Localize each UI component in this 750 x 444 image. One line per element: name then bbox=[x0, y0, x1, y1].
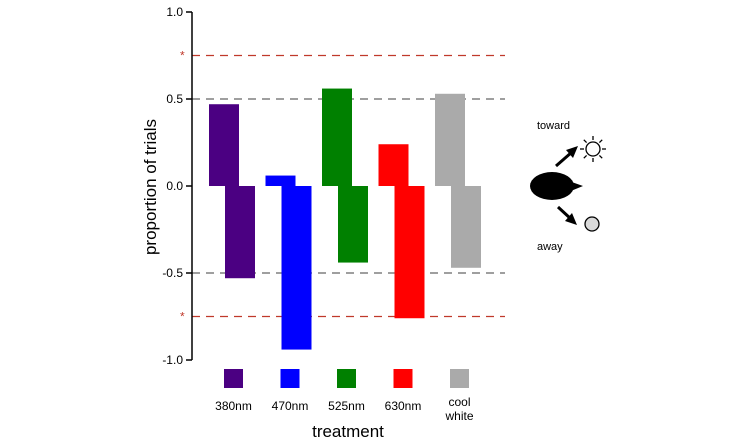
sun-icon bbox=[580, 136, 606, 162]
legend-swatch bbox=[393, 369, 413, 388]
bar-toward bbox=[435, 93, 465, 186]
y-tick-label: -0.5 bbox=[162, 266, 183, 280]
bars bbox=[209, 88, 481, 350]
direction-inset: toward away bbox=[530, 120, 606, 253]
legend-label: cool white bbox=[444, 395, 473, 423]
x-axis-title: treatment bbox=[312, 422, 384, 441]
significance-marker: * bbox=[180, 310, 185, 324]
bar-toward bbox=[322, 88, 352, 186]
away-arrow-icon bbox=[556, 205, 577, 225]
bar-away bbox=[225, 186, 255, 279]
legend-swatch bbox=[450, 369, 469, 388]
y-tick-label: -1.0 bbox=[162, 353, 183, 367]
dim-light-icon bbox=[584, 216, 600, 232]
legend-swatch bbox=[337, 369, 356, 388]
significance-marker: * bbox=[180, 49, 185, 63]
y-axis: 1.0 0.5 0.0 -0.5 -1.0 bbox=[162, 5, 193, 367]
bar-toward bbox=[378, 144, 409, 186]
legend-swatch bbox=[224, 369, 243, 388]
fish-icon bbox=[530, 172, 583, 200]
legend-label: 470nm bbox=[272, 399, 309, 413]
bar-away bbox=[394, 186, 425, 319]
bar-toward bbox=[265, 175, 296, 186]
y-tick-label: 0.0 bbox=[166, 179, 183, 193]
toward-arrow-icon bbox=[555, 146, 578, 168]
y-tick-label: 0.5 bbox=[166, 92, 183, 106]
away-label: away bbox=[537, 241, 563, 253]
y-tick-label: 1.0 bbox=[166, 5, 183, 19]
bar-toward bbox=[209, 104, 239, 186]
legend: 380nm 470nm 525nm 630nm cool white bbox=[215, 369, 474, 423]
bar-away bbox=[451, 186, 481, 268]
toward-label: toward bbox=[537, 120, 570, 132]
legend-swatch bbox=[280, 369, 300, 388]
bar-away bbox=[338, 186, 368, 263]
legend-label: 380nm bbox=[215, 399, 252, 413]
legend-label: 630nm bbox=[385, 399, 422, 413]
y-axis-title: proportion of trials bbox=[141, 119, 160, 255]
legend-label: 525nm bbox=[328, 399, 365, 413]
bar-away bbox=[281, 186, 312, 350]
